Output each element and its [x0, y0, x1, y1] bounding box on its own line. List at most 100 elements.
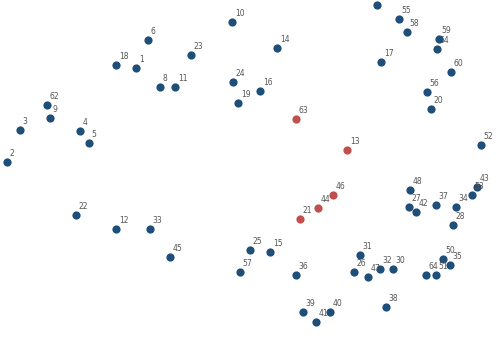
Point	[422, 272, 430, 278]
Point	[3, 159, 11, 165]
Point	[146, 226, 154, 232]
Text: 58: 58	[410, 19, 420, 28]
Text: 39: 39	[306, 299, 316, 308]
Text: 48: 48	[413, 177, 422, 186]
Point	[468, 192, 476, 198]
Text: 6: 6	[151, 27, 156, 36]
Text: 47: 47	[371, 264, 380, 273]
Text: 40: 40	[333, 299, 342, 308]
Text: 50: 50	[446, 246, 456, 255]
Text: 63: 63	[299, 106, 308, 115]
Text: 26: 26	[357, 259, 366, 268]
Point	[412, 209, 420, 215]
Text: 25: 25	[253, 237, 262, 246]
Point	[171, 84, 179, 90]
Text: 62: 62	[50, 92, 59, 101]
Point	[132, 65, 140, 71]
Point	[373, 2, 381, 8]
Point	[433, 46, 441, 52]
Text: 56: 56	[430, 79, 440, 88]
Text: 57: 57	[243, 259, 252, 268]
Point	[292, 116, 300, 122]
Point	[449, 222, 457, 228]
Text: 60: 60	[454, 59, 464, 68]
Point	[439, 256, 447, 262]
Text: 53: 53	[475, 182, 484, 191]
Point	[166, 254, 174, 260]
Point	[256, 88, 264, 94]
Text: 59: 59	[442, 26, 452, 35]
Point	[377, 59, 385, 65]
Text: 20: 20	[434, 96, 444, 105]
Point	[326, 309, 334, 315]
Text: 24: 24	[236, 69, 246, 78]
Point	[299, 309, 307, 315]
Point	[246, 247, 254, 253]
Text: 3: 3	[23, 117, 28, 126]
Text: 31: 31	[363, 242, 372, 251]
Point	[423, 89, 431, 95]
Point	[376, 266, 384, 272]
Text: 22: 22	[79, 202, 88, 211]
Text: 35: 35	[453, 252, 462, 261]
Text: 14: 14	[280, 35, 289, 44]
Point	[112, 226, 120, 232]
Text: 55: 55	[402, 6, 411, 15]
Point	[356, 252, 364, 258]
Point	[446, 262, 454, 268]
Text: 8: 8	[163, 74, 168, 83]
Point	[405, 204, 413, 210]
Point	[350, 269, 358, 275]
Point	[364, 274, 372, 280]
Point	[477, 142, 485, 148]
Point	[432, 202, 440, 208]
Text: 54: 54	[440, 36, 450, 45]
Text: 36: 36	[299, 262, 308, 271]
Text: 64: 64	[429, 262, 438, 271]
Point	[46, 115, 54, 121]
Point	[156, 84, 164, 90]
Text: 17: 17	[384, 49, 394, 58]
Text: 5: 5	[92, 130, 96, 139]
Point	[72, 212, 80, 218]
Point	[236, 269, 244, 275]
Point	[16, 127, 24, 133]
Text: 30: 30	[396, 256, 406, 265]
Text: 43: 43	[480, 174, 490, 183]
Point	[427, 106, 435, 112]
Point	[406, 187, 414, 193]
Text: 42: 42	[419, 199, 428, 208]
Text: 2: 2	[10, 149, 14, 158]
Text: 12: 12	[119, 216, 128, 225]
Text: 34: 34	[459, 194, 468, 203]
Point	[395, 16, 403, 22]
Point	[473, 184, 481, 190]
Point	[292, 272, 300, 278]
Text: 38: 38	[389, 294, 398, 303]
Point	[144, 37, 152, 43]
Text: 19: 19	[241, 90, 250, 99]
Point	[228, 19, 236, 25]
Point	[389, 266, 397, 272]
Text: 44: 44	[321, 195, 330, 204]
Point	[435, 36, 443, 42]
Text: 61: 61	[380, 0, 390, 1]
Text: 37: 37	[439, 192, 448, 201]
Point	[312, 319, 320, 325]
Text: 1: 1	[139, 55, 143, 64]
Text: 32: 32	[383, 256, 392, 265]
Point	[187, 52, 195, 58]
Text: 33: 33	[153, 216, 162, 225]
Point	[229, 79, 237, 85]
Text: 9: 9	[53, 105, 58, 114]
Point	[447, 69, 455, 75]
Point	[403, 29, 411, 35]
Text: 51: 51	[439, 262, 448, 271]
Text: 10: 10	[235, 9, 244, 18]
Point	[76, 128, 84, 134]
Text: 27: 27	[412, 194, 422, 203]
Text: 18: 18	[119, 52, 128, 61]
Point	[112, 62, 120, 68]
Text: 46: 46	[336, 182, 345, 191]
Text: 52: 52	[484, 132, 494, 141]
